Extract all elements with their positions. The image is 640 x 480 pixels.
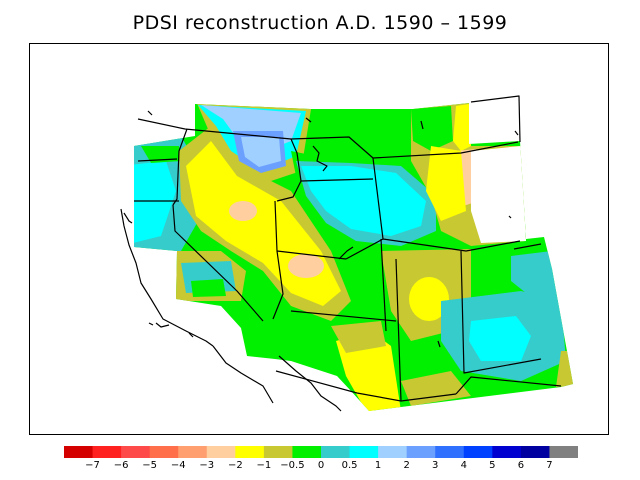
legend-swatch xyxy=(92,446,122,458)
four-corners-line xyxy=(395,258,402,402)
legend-label: −2 xyxy=(227,460,243,471)
legend-label: −4 xyxy=(170,460,186,471)
legend-label: −7 xyxy=(85,460,100,471)
political-boundaries xyxy=(120,95,562,412)
baja-island-1 xyxy=(155,322,170,328)
baja-coast xyxy=(212,345,274,404)
pdsi-zone xyxy=(241,137,281,167)
legend-swatch xyxy=(492,446,522,458)
canada-border-north xyxy=(470,95,521,143)
wyoming-utah-border xyxy=(274,200,347,260)
legend-label: 0 xyxy=(317,460,325,471)
legend-swatch xyxy=(263,446,293,458)
pdsi-zone xyxy=(411,106,453,151)
yellowstone-lake xyxy=(312,145,328,172)
pdsi-zone xyxy=(401,371,471,406)
texas-panhandle xyxy=(513,243,542,250)
legend-label: 1 xyxy=(374,460,382,471)
pdsi-zone xyxy=(191,279,226,297)
map-title: PDSI reconstruction A.D. 1590 – 1599 xyxy=(132,12,508,34)
pdsi-zone xyxy=(229,201,257,221)
legend-swatch xyxy=(321,446,351,458)
legend-label: 2 xyxy=(403,460,410,471)
colorado-north-border xyxy=(345,238,521,260)
legend-swatch xyxy=(178,446,208,458)
nevada-utah-border xyxy=(272,250,284,320)
pdsi-zone xyxy=(426,146,466,221)
channel-islands xyxy=(148,322,154,326)
lake-outline-east xyxy=(508,215,512,219)
lake-outline-nw xyxy=(147,110,153,116)
pdsi-zone xyxy=(288,254,324,278)
gulf-of-california-coast xyxy=(278,355,342,412)
pdsi-zone xyxy=(331,321,386,353)
legend-label: −0.5 xyxy=(280,460,305,471)
legend-swatch xyxy=(121,446,151,458)
pdsi-zone xyxy=(134,161,176,246)
wyoming-north-border xyxy=(300,178,374,182)
legend-swatch xyxy=(149,446,179,458)
arizona-south-border xyxy=(275,370,457,402)
lake-outline-nm xyxy=(437,340,441,348)
legend-label: −3 xyxy=(199,460,215,471)
legend-swatch xyxy=(463,446,493,458)
legend-label: −6 xyxy=(113,460,129,471)
coastline xyxy=(120,208,214,347)
lake-outline-north xyxy=(420,120,424,130)
map-frame xyxy=(29,43,609,435)
canada-border xyxy=(137,118,519,159)
pdsi-zone xyxy=(409,277,449,321)
legend-swatch xyxy=(378,446,408,458)
legend-swatch xyxy=(549,446,578,458)
pdsi-zone xyxy=(469,316,531,361)
wyoming-east-border xyxy=(372,157,384,240)
legend-label: −1 xyxy=(256,460,272,471)
legend-swatch xyxy=(349,446,379,458)
utah-arizona-border xyxy=(290,310,397,322)
legend-label: 7 xyxy=(546,460,553,471)
new-mexico-east-border xyxy=(460,250,542,374)
legend-swatch xyxy=(520,446,550,458)
vancouver-island xyxy=(123,212,133,224)
nevada-california-border xyxy=(172,204,264,322)
lake-outline-ne xyxy=(514,130,519,136)
washington-oregon-border xyxy=(137,158,178,162)
pdsi-zone xyxy=(301,166,426,236)
color-scale-legend xyxy=(64,446,578,458)
pdsi-zone xyxy=(453,104,471,151)
legend-label: −5 xyxy=(142,460,158,471)
mexico-border-east xyxy=(455,376,562,395)
legend-swatch xyxy=(206,446,236,458)
legend-swatch xyxy=(235,446,265,458)
legend-label: 3 xyxy=(432,460,439,471)
legend-label: 4 xyxy=(460,460,467,471)
lake-outline-wy xyxy=(305,117,312,123)
legend-label: 5 xyxy=(489,460,496,471)
pdsi-field xyxy=(134,103,573,411)
legend-label: 0.5 xyxy=(341,460,358,471)
legend-swatch xyxy=(435,446,465,458)
pdsi-map xyxy=(120,95,573,412)
legend-swatch xyxy=(64,446,94,458)
legend-swatch xyxy=(292,446,322,458)
idaho-west-border xyxy=(172,128,188,206)
colorado-west-border xyxy=(380,238,387,332)
pdsi-zone xyxy=(471,146,526,243)
legend-label: 6 xyxy=(517,460,525,471)
great-salt-lake xyxy=(338,246,354,260)
baja-island-2 xyxy=(188,332,194,338)
legend-swatch xyxy=(406,446,436,458)
